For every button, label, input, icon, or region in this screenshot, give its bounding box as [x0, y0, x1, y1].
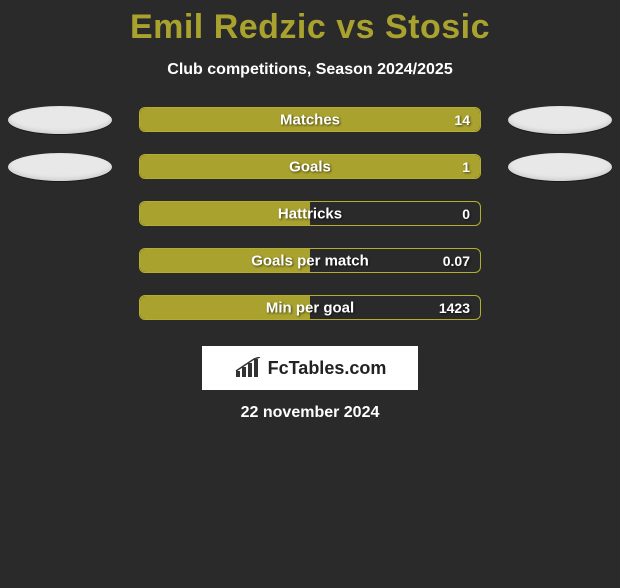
- stat-bar-goals: Goals 1: [139, 154, 481, 179]
- stat-row: Matches 14: [0, 107, 620, 132]
- stat-bar-goals-per-match: Goals per match 0.07: [139, 248, 481, 273]
- right-ellipse-icon: [508, 153, 612, 181]
- bar-label: Hattricks: [278, 205, 342, 222]
- stat-row: Goals per match 0.07: [0, 248, 620, 273]
- bar-value: 1423: [439, 300, 470, 316]
- logo-text: FcTables.com: [268, 358, 387, 379]
- date-label: 22 november 2024: [0, 404, 620, 422]
- bar-label: Matches: [280, 111, 340, 128]
- page-title: Emil Redzic vs Stosic: [0, 8, 620, 47]
- stat-row: Min per goal 1423: [0, 295, 620, 320]
- stats-container: Matches 14 Goals 1 Hattricks 0 Goals per…: [0, 107, 620, 320]
- right-ellipse-icon: [508, 106, 612, 134]
- stat-row: Goals 1: [0, 154, 620, 179]
- bar-label: Goals per match: [251, 252, 369, 269]
- bar-chart-icon: [234, 357, 262, 379]
- bar-value: 14: [454, 112, 470, 128]
- bar-value: 0.07: [443, 253, 470, 269]
- bar-label: Goals: [289, 158, 331, 175]
- bar-value: 1: [462, 159, 470, 175]
- stat-bar-hattricks: Hattricks 0: [139, 201, 481, 226]
- stat-bar-matches: Matches 14: [139, 107, 481, 132]
- stat-bar-min-per-goal: Min per goal 1423: [139, 295, 481, 320]
- stat-row: Hattricks 0: [0, 201, 620, 226]
- logo-box: FcTables.com: [202, 346, 418, 390]
- left-ellipse-icon: [8, 153, 112, 181]
- bar-label: Min per goal: [266, 299, 354, 316]
- left-ellipse-icon: [8, 106, 112, 134]
- subtitle: Club competitions, Season 2024/2025: [0, 61, 620, 79]
- bar-value: 0: [462, 206, 470, 222]
